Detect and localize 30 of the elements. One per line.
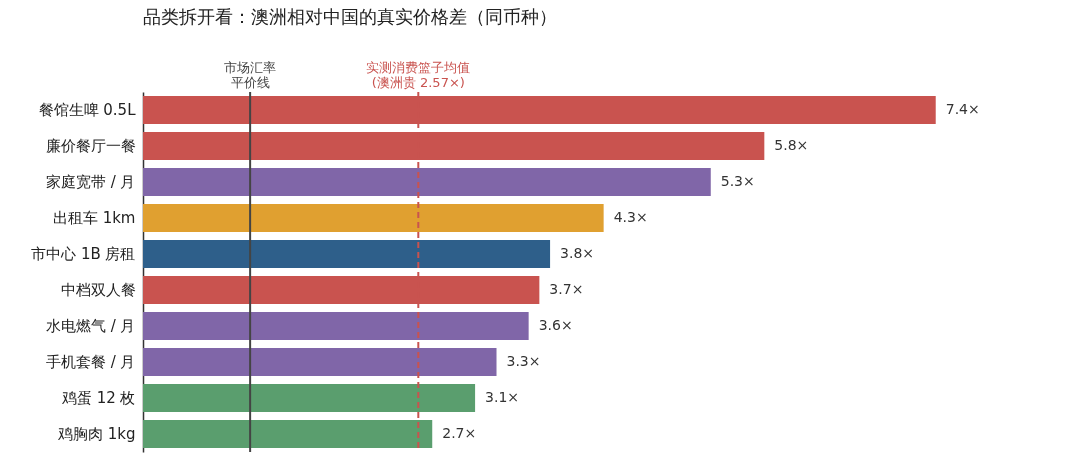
data-label: 5.3× [720,173,755,189]
bar [143,311,529,341]
bar [143,419,433,449]
y-tick-label: 鸡胸肉 1kg [56,425,136,443]
bar [143,167,711,197]
data-label: 3.1× [485,389,520,405]
bar [143,383,476,413]
y-tick-label: 市中心 1B 房租 [31,245,136,263]
data-label: 5.8× [774,137,809,153]
y-tick-label: 水电燃气 / 月 [45,317,136,335]
y-tick-label: 手机套餐 / 月 [45,353,136,371]
data-label: 3.3× [506,353,541,369]
y-tick-label: 中档双人餐 [60,281,136,299]
data-label: 3.8× [560,245,595,261]
bar [143,239,551,269]
data-label: 2.7× [442,425,477,441]
data-label: 3.6× [538,317,573,333]
y-tick-label: 餐馆生啤 0.5L [38,101,137,119]
y-tick-label: 鸡蛋 12 枚 [60,389,136,407]
y-tick-label: 廉价餐厅一餐 [45,137,136,155]
ref-line-label: 实测消费篮子均值(澳洲贵 2.57×) [366,60,471,90]
y-tick-label: 出租车 1km [52,209,136,227]
data-label: 3.7× [549,281,584,297]
bar [143,203,604,233]
chart-title: 品类拆开看：澳洲相对中国的真实价格差（同币种） [143,6,557,27]
data-label: 4.3× [613,209,648,225]
y-tick-label: 家庭宽带 / 月 [45,173,136,191]
data-label: 7.4× [945,101,980,117]
bar [143,347,497,377]
ref-line-label: 市场汇率平价线 [224,60,277,90]
